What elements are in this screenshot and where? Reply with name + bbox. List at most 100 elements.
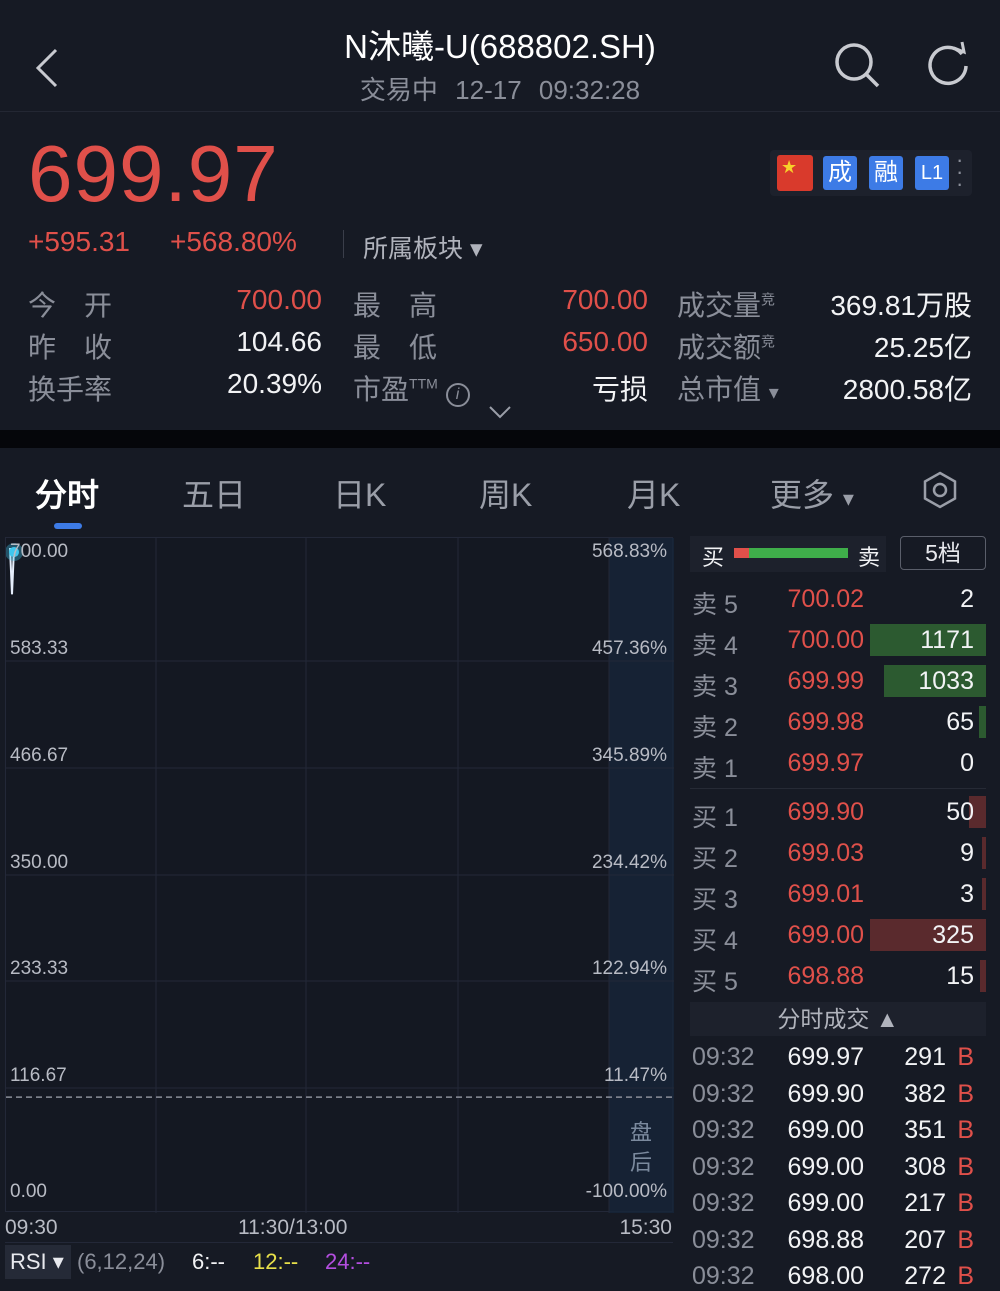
level-label: 买 4	[692, 927, 738, 955]
volume-bar	[968, 796, 986, 828]
price-change: +595.31	[28, 226, 130, 257]
china-flag-icon: ★	[777, 155, 813, 191]
trades-header[interactable]: 分时成交 ▲	[690, 1002, 986, 1036]
level-price[interactable]: 698.88	[787, 962, 864, 990]
level-price[interactable]: 699.97	[787, 749, 864, 777]
chart-canvas	[6, 538, 674, 1213]
depth-button[interactable]: 5档	[900, 536, 986, 570]
tab-3[interactable]: 周K	[479, 477, 533, 513]
level-label: 买 3	[692, 886, 738, 914]
level-volume: 2	[960, 585, 974, 613]
stock-title: N沐曦-U(688802.SH)	[344, 28, 656, 65]
pct-tick: 11.47%	[603, 1065, 667, 1086]
badge-group: ★ 成 融 L1 · · ·	[770, 147, 972, 196]
level-price[interactable]: 699.99	[787, 667, 864, 695]
level-label: 买 1	[692, 804, 738, 832]
tab-0[interactable]: 分时	[35, 477, 100, 513]
trade-side: B	[957, 1225, 974, 1254]
stat-label: 昨 收	[28, 332, 113, 363]
ratio-bar	[734, 548, 848, 558]
level-price[interactable]: 700.00	[787, 626, 864, 654]
tab-1[interactable]: 五日	[182, 477, 247, 513]
level-price[interactable]: 699.03	[787, 839, 864, 867]
volume-bar	[883, 665, 986, 697]
intraday-chart[interactable]: 700.00 568.83% 583.33 457.36% 466.67 345.89% 3…	[5, 537, 674, 1213]
buy-label: 买	[702, 545, 725, 570]
trade-volume: 382	[904, 1079, 946, 1108]
trade-volume: 308	[904, 1152, 946, 1181]
pct-tick: 345.89%	[591, 745, 667, 766]
level-price[interactable]: 699.01	[787, 880, 864, 908]
rsi-value: 24:--	[325, 1249, 371, 1274]
search-icon[interactable]	[832, 40, 882, 90]
stat-value: 650.00	[562, 326, 648, 357]
caret-down-icon[interactable]: ▾	[768, 382, 779, 404]
level-volume: 15	[946, 962, 974, 990]
trade-side: B	[957, 1043, 974, 1071]
financing-badge[interactable]: 融	[869, 156, 903, 190]
price-change-pct: +568.80%	[170, 226, 297, 257]
expand-chevron-icon[interactable]	[488, 404, 512, 420]
caret-up-icon: ▲	[875, 1006, 899, 1032]
divider	[343, 230, 344, 258]
back-chevron-icon[interactable]	[32, 46, 60, 90]
volume-bar	[980, 960, 986, 992]
indicator-dropdown[interactable]: RSI ▾	[5, 1245, 71, 1279]
time-label: 11:30/13:00	[238, 1216, 348, 1239]
trade-side: B	[957, 1079, 974, 1108]
level-label: 卖 5	[692, 591, 738, 619]
book-divider	[690, 788, 986, 789]
caret-down-icon: ▾	[842, 486, 854, 511]
margin-badge[interactable]: 成	[823, 156, 857, 190]
trade-price: 699.00	[787, 1116, 864, 1144]
trade-price: 698.00	[787, 1262, 864, 1290]
indicator-bar: RSI ▾ (6,12,24) 6:-- 12:-- 24:--	[5, 1242, 673, 1279]
level-label: 卖 1	[692, 755, 738, 783]
settings-icon[interactable]	[920, 470, 960, 510]
level-volume: 50	[946, 798, 974, 826]
level-volume: 1171	[920, 626, 974, 654]
trade-time: 09:32	[692, 1189, 755, 1217]
stat-value: 亏损	[591, 374, 648, 405]
price-tick: 350.00	[10, 852, 69, 873]
stat-label: 最 高	[353, 290, 438, 321]
trade-time: 09:32	[692, 1262, 755, 1290]
volume-bar	[982, 837, 986, 869]
more-dots-icon[interactable]: · · ·	[956, 147, 964, 196]
pct-tick: 457.36%	[591, 638, 667, 659]
level-price[interactable]: 699.90	[787, 798, 864, 826]
section-gap	[0, 430, 1000, 448]
price-tick: 583.33	[10, 638, 69, 659]
stat-value: 369.81万股	[830, 290, 972, 321]
trade-price: 699.90	[787, 1079, 864, 1108]
pct-tick: 234.42%	[591, 852, 667, 873]
tab-5[interactable]: 更多 ▾	[770, 477, 854, 513]
time-label: 09:30	[5, 1216, 58, 1239]
stat-value: 2800.58亿	[842, 374, 972, 405]
tab-2[interactable]: 日K	[333, 477, 387, 513]
level-label: 买 5	[692, 968, 738, 996]
sector-dropdown[interactable]: 所属板块 ▾	[363, 235, 483, 263]
level-volume: 0	[960, 749, 974, 777]
tab-4[interactable]: 月K	[627, 477, 681, 513]
last-price: 699.97	[28, 129, 279, 218]
level-price[interactable]: 699.00	[787, 921, 864, 949]
rsi-value: 6:--	[192, 1249, 225, 1274]
level-label: 卖 3	[692, 673, 738, 701]
level-price[interactable]: 699.98	[787, 708, 864, 736]
level-price[interactable]: 700.02	[787, 585, 864, 613]
stat-label: 总市值 ▾	[677, 374, 779, 405]
sell-label: 卖	[858, 545, 881, 570]
trade-price: 699.00	[787, 1189, 864, 1217]
level1-badge[interactable]: L1	[915, 156, 949, 190]
stat-label: 最 低	[353, 332, 438, 363]
price-tick: 116.67	[10, 1065, 67, 1086]
top-bar: N沐曦-U(688802.SH) 交易中 12-17 09:32:28	[0, 0, 1000, 112]
level-label: 卖 2	[692, 714, 738, 742]
volume-bar	[870, 919, 986, 951]
trade-side: B	[957, 1152, 974, 1181]
refresh-icon[interactable]	[924, 40, 972, 88]
info-icon[interactable]: i	[445, 383, 470, 407]
trade-volume: 272	[904, 1262, 946, 1290]
stat-value: 25.25亿	[873, 332, 972, 363]
